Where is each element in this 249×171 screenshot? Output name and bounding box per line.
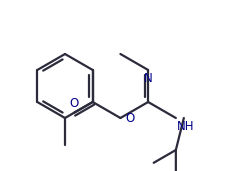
Text: NH: NH xyxy=(177,120,194,133)
Text: N: N xyxy=(144,72,153,85)
Text: O: O xyxy=(69,97,78,110)
Text: O: O xyxy=(125,111,135,124)
